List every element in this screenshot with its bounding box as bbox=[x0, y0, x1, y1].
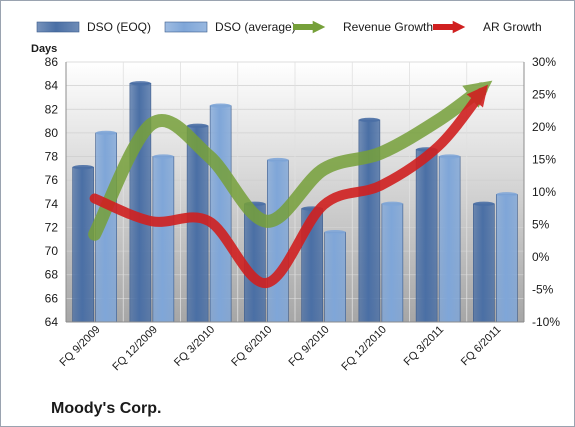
revenue-growth-line bbox=[88, 80, 493, 241]
bar-top bbox=[381, 201, 403, 207]
bar-dso-eoq bbox=[72, 166, 94, 323]
bar-dso-eoq bbox=[415, 149, 438, 323]
bar-top bbox=[152, 154, 174, 159]
bar-top bbox=[129, 81, 151, 86]
legend-label: DSO (EOQ) bbox=[87, 20, 151, 34]
left-tick-label: 72 bbox=[45, 220, 59, 234]
left-tick-label: 76 bbox=[45, 173, 59, 187]
legend-label: AR Growth bbox=[483, 20, 542, 34]
right-tick-label: 30% bbox=[532, 55, 556, 69]
right-tick-label: 25% bbox=[532, 88, 556, 102]
category-label: FQ 9/2009 bbox=[58, 324, 103, 369]
right-tick-label: -5% bbox=[532, 283, 554, 297]
category-label: FQ 3/2010 bbox=[172, 324, 217, 369]
bar-top bbox=[439, 154, 461, 159]
category-label: FQ 3/2011 bbox=[402, 324, 447, 369]
bar-top bbox=[187, 123, 209, 129]
bar-dso-average bbox=[152, 156, 175, 323]
category-label: FQ 9/2010 bbox=[287, 324, 332, 369]
bar-dso-average bbox=[324, 231, 346, 323]
left-axis-title: Days bbox=[31, 43, 57, 55]
bar-top bbox=[496, 192, 518, 197]
bar-top bbox=[358, 117, 380, 123]
legend-swatch bbox=[164, 21, 208, 33]
bar-dso-eoq bbox=[473, 203, 495, 323]
right-tick-label: 15% bbox=[532, 153, 556, 167]
left-tick-label: 86 bbox=[45, 55, 59, 69]
bar-top bbox=[473, 201, 495, 207]
legend-label: DSO (average) bbox=[215, 20, 296, 34]
ar-growth-line bbox=[89, 84, 488, 288]
left-tick-label: 70 bbox=[45, 244, 59, 258]
right-tick-label: 20% bbox=[532, 120, 556, 134]
category-label: FQ 12/2009 bbox=[110, 324, 160, 374]
legend-label: Revenue Growth bbox=[343, 20, 433, 34]
bar-top bbox=[324, 229, 346, 235]
right-tick-label: 0% bbox=[532, 250, 550, 264]
left-tick-label: 64 bbox=[45, 315, 59, 329]
right-tick-label: 10% bbox=[532, 185, 556, 199]
bar-dso-average bbox=[267, 159, 289, 323]
right-tick-label: 5% bbox=[532, 218, 550, 232]
bar-dso-average bbox=[381, 203, 404, 323]
legend-swatch bbox=[36, 21, 80, 33]
bar-top bbox=[210, 103, 232, 108]
left-tick-label: 84 bbox=[45, 79, 59, 93]
bar-dso-average bbox=[438, 156, 461, 323]
bar-top bbox=[267, 157, 289, 163]
category-label: FQ 6/2011 bbox=[459, 324, 504, 369]
bar-dso-average bbox=[496, 194, 518, 323]
left-tick-label: 78 bbox=[45, 150, 59, 164]
bar-top bbox=[95, 130, 117, 136]
left-tick-label: 68 bbox=[45, 268, 59, 282]
right-tick-label: -10% bbox=[532, 315, 560, 329]
bar-top bbox=[72, 164, 94, 170]
left-tick-label: 80 bbox=[45, 126, 59, 140]
company-name: Moody's Corp. bbox=[51, 400, 162, 417]
left-tick-label: 66 bbox=[45, 291, 59, 305]
left-tick-label: 74 bbox=[45, 197, 59, 211]
left-tick-label: 82 bbox=[45, 102, 59, 116]
bar-dso-average bbox=[209, 105, 232, 323]
category-label: FQ 6/2010 bbox=[229, 324, 274, 369]
category-label: FQ 12/2010 bbox=[339, 324, 389, 374]
